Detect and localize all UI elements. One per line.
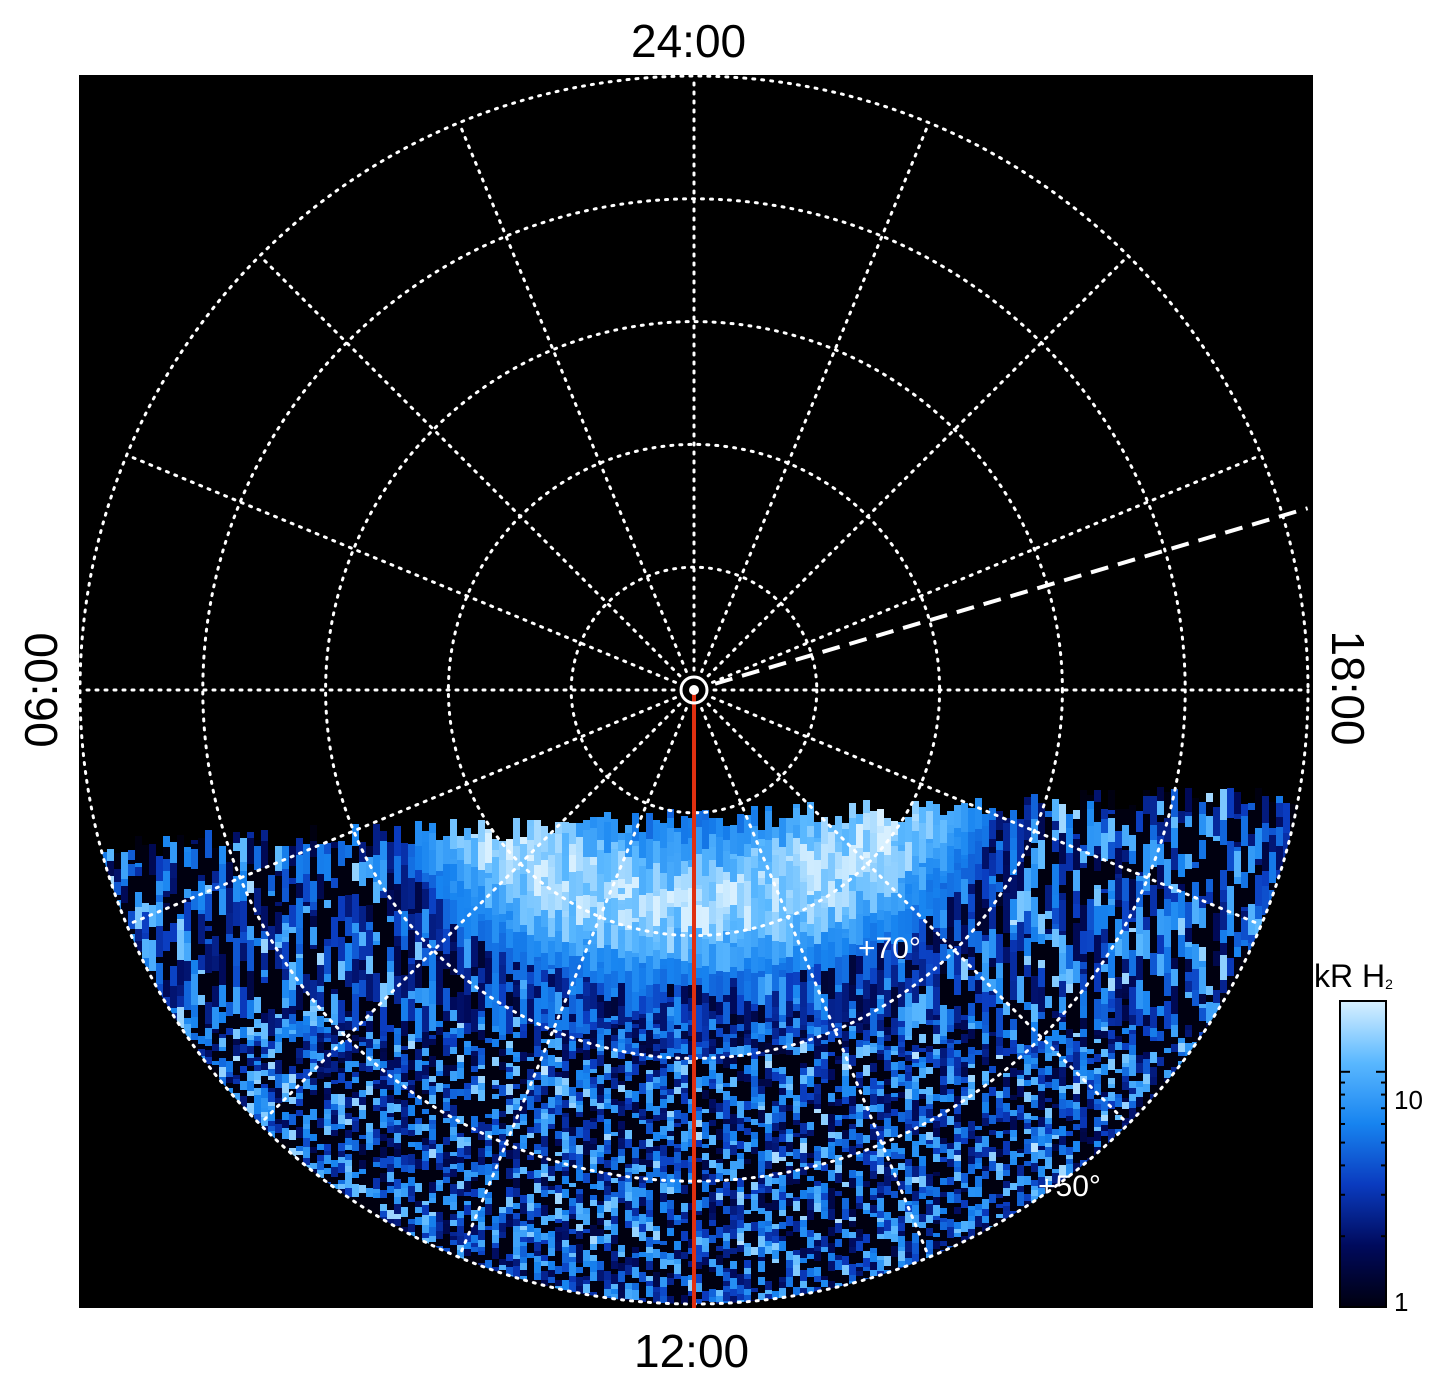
local-time-label-left: 06:00 [18, 632, 64, 747]
latitude-label-70: +70° [858, 932, 921, 965]
latitude-label-50: +50° [1038, 1170, 1101, 1203]
colorbar-tick-label-1: 1 [1394, 1289, 1408, 1315]
local-time-label-bottom: 12:00 [634, 1328, 749, 1374]
local-time-label-right: 18:00 [1325, 630, 1371, 745]
colorbar-title: kR H2 [1314, 960, 1393, 992]
pole-marker-dot [689, 685, 699, 695]
local-time-label-top: 24:00 [631, 18, 746, 64]
colorbar-gradient [1340, 1001, 1386, 1307]
colorbar-title-main: kR H [1314, 958, 1385, 994]
colorbar-title-subscript: 2 [1385, 976, 1393, 992]
colorbar-tick-label-10: 10 [1394, 1087, 1423, 1113]
